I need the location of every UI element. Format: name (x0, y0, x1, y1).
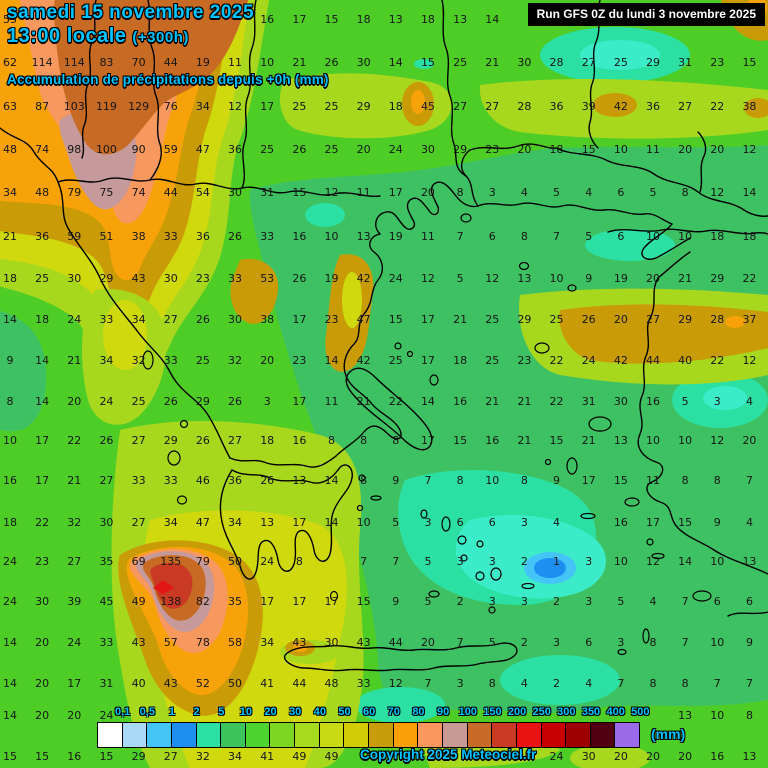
legend-swatch (170, 722, 197, 748)
legend-label: 100 (458, 706, 477, 718)
legend-label: 80 (412, 706, 425, 718)
legend-label: 350 (581, 706, 601, 718)
legend-swatch (269, 722, 296, 748)
legend-swatch (97, 722, 123, 748)
legend-swatch (294, 722, 320, 748)
map-time: 13:00 locale (+300h) (7, 24, 329, 50)
title-block: samedi 15 novembre 2025 13:00 locale (+30… (7, 1, 329, 88)
legend-label: 60 (363, 706, 376, 718)
legend-swatch (441, 722, 468, 748)
legend-swatch (466, 722, 493, 748)
map-subtitle: Accumulation de précipitations depuis +0… (7, 72, 329, 87)
legend-swatch (146, 722, 172, 748)
legend-swatch (392, 722, 419, 748)
legend-swatch (589, 722, 616, 748)
forecast-offset: (+300h) (132, 29, 189, 46)
legend-swatch (540, 722, 567, 748)
legend-label: 400 (606, 706, 625, 718)
map-date: samedi 15 novembre 2025 (7, 2, 255, 23)
legend-label: 40 (313, 706, 326, 718)
legend-label: 250 (532, 706, 551, 718)
legend-swatch (318, 722, 345, 748)
legend-label: 1 (168, 706, 175, 718)
legend-swatch (244, 722, 271, 748)
legend-label: 20 (264, 706, 277, 718)
legend-label: 0,1 (114, 706, 131, 718)
legend-swatch (195, 722, 222, 748)
legend-swatch (491, 722, 517, 748)
legend-swatches (97, 722, 641, 748)
legend-swatch (121, 722, 148, 748)
color-scale-legend: 0,1 0,5 1 2 5 10 20 30 40 50 60 70 80 90 100 150 200 250 3… (97, 706, 698, 752)
legend-swatch (368, 722, 394, 748)
legend-label: 5 (218, 706, 225, 718)
coastlines (0, 0, 768, 672)
legend-label: 70 (387, 706, 400, 718)
legend-label: 500 (631, 706, 650, 718)
legend-label: 30 (289, 706, 302, 718)
legend-label: 10 (239, 706, 253, 718)
legend-swatch (220, 722, 246, 748)
map-time-text: 13:00 locale (7, 25, 127, 47)
legend-swatch (343, 722, 370, 748)
legend-label: 90 (436, 706, 450, 718)
run-info: Run GFS 0Z du lundi 3 novembre 2025 (527, 3, 765, 26)
legend-label: 0,5 (139, 706, 155, 718)
legend-labels: 0,1 0,5 1 2 5 10 20 30 40 50 60 70 80 90 100 150 200 250 3… (98, 706, 649, 721)
legend-swatch (565, 722, 591, 748)
legend-label: 150 (483, 706, 502, 718)
precip-maximum-core (153, 580, 174, 594)
copyright: Copyright 2025 Meteociel.fr (360, 747, 537, 762)
legend-swatch (515, 722, 542, 748)
legend-swatch (614, 722, 641, 748)
islands (142, 213, 712, 656)
legend-label: 50 (338, 706, 351, 718)
legend-label: 200 (507, 706, 527, 718)
legend-unit: (mm) (651, 726, 686, 742)
legend-label: 2 (193, 706, 200, 718)
legend-swatch (417, 722, 443, 748)
legend-label: 300 (557, 706, 576, 718)
